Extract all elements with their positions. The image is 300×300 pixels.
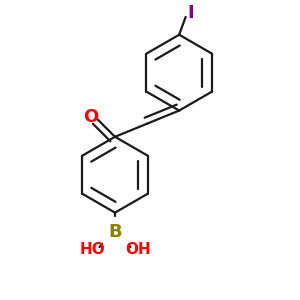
- Text: I: I: [187, 4, 194, 22]
- Text: B: B: [108, 223, 122, 241]
- Text: HO: HO: [80, 242, 105, 257]
- Text: OH: OH: [125, 242, 151, 257]
- Text: O: O: [83, 108, 99, 126]
